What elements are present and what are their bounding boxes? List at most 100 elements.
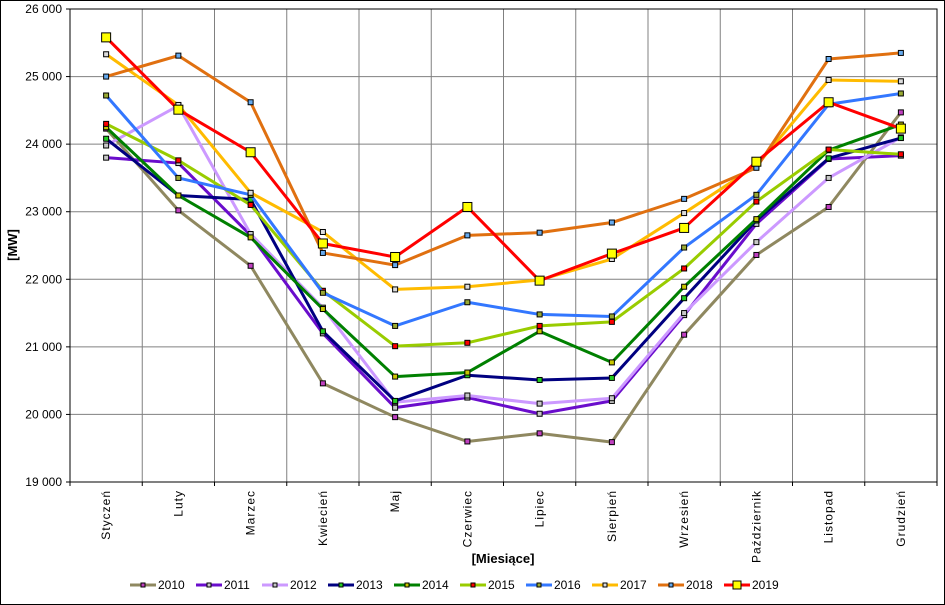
legend-item: 2014 xyxy=(394,578,449,592)
x-tick-label: Marzec xyxy=(244,490,258,535)
legend-item: 2010 xyxy=(130,578,185,592)
y-tick-label: 19 000 xyxy=(25,475,62,489)
series-line xyxy=(105,111,903,444)
data-point xyxy=(319,380,326,387)
x-axis-title: [Miesiące] xyxy=(472,551,535,566)
data-point xyxy=(319,289,326,296)
data-point xyxy=(392,397,399,404)
data-point xyxy=(608,313,615,320)
legend-marker xyxy=(536,582,542,588)
data-point xyxy=(392,414,399,421)
data-point xyxy=(681,210,688,217)
data-point xyxy=(536,376,543,383)
data-point xyxy=(897,49,904,56)
y-tick-label: 20 000 xyxy=(25,407,62,421)
legend-item: 2011 xyxy=(196,578,250,592)
data-point xyxy=(608,219,615,226)
series-line xyxy=(105,123,902,379)
x-tick-label: Grudzień xyxy=(894,490,908,547)
data-point xyxy=(247,189,254,196)
data-point xyxy=(464,369,471,376)
data-point xyxy=(464,438,471,445)
legend-item: 2018 xyxy=(658,578,713,592)
legend-label: 2017 xyxy=(620,578,647,592)
data-point xyxy=(536,410,543,417)
legend-marker xyxy=(732,580,742,590)
y-axis-title: [MW] xyxy=(5,229,20,261)
data-point xyxy=(681,195,688,202)
data-point xyxy=(536,430,543,437)
data-point xyxy=(175,52,182,59)
data-point xyxy=(825,174,832,181)
data-point xyxy=(392,404,399,411)
data-point xyxy=(103,135,110,142)
legend-label: 2010 xyxy=(158,578,185,592)
data-point xyxy=(681,331,688,338)
data-point xyxy=(897,78,904,85)
legend-label: 2016 xyxy=(554,578,581,592)
legend-label: 2019 xyxy=(752,578,779,592)
series-2018 xyxy=(103,49,904,269)
data-point xyxy=(392,286,399,293)
data-point xyxy=(897,109,904,116)
data-point xyxy=(536,328,543,335)
y-tick-label: 24 000 xyxy=(25,137,62,151)
data-point xyxy=(608,374,615,381)
legend-label: 2012 xyxy=(290,578,317,592)
data-point xyxy=(753,251,760,258)
x-tick-label: Wrzesień xyxy=(677,490,691,548)
data-point xyxy=(103,73,110,80)
legend-item: 2015 xyxy=(460,578,515,592)
data-point xyxy=(681,265,688,272)
data-point xyxy=(392,373,399,380)
series-line xyxy=(105,122,901,348)
data-point xyxy=(753,239,760,246)
data-point xyxy=(247,262,254,269)
data-point xyxy=(392,322,399,329)
legend-label: 2018 xyxy=(686,578,713,592)
legend-label: 2011 xyxy=(224,578,250,592)
series-2019 xyxy=(101,32,906,286)
data-point xyxy=(173,104,184,115)
data-point xyxy=(536,400,543,407)
data-point xyxy=(897,135,904,142)
data-point xyxy=(681,295,688,302)
data-point xyxy=(392,343,399,350)
data-point xyxy=(825,76,832,83)
series-group xyxy=(101,32,906,446)
data-point xyxy=(319,228,326,235)
x-tick-label: Sierpień xyxy=(605,490,619,542)
legend-item: 2013 xyxy=(328,578,383,592)
legend-marker xyxy=(272,582,278,588)
data-point xyxy=(825,155,832,162)
data-point xyxy=(606,248,617,259)
series-2010 xyxy=(103,109,904,446)
data-point xyxy=(608,318,615,325)
y-tick-label: 26 000 xyxy=(25,2,62,16)
data-point xyxy=(103,120,110,127)
data-point xyxy=(175,157,182,164)
data-point xyxy=(247,201,254,208)
data-point xyxy=(897,90,904,97)
data-point xyxy=(319,306,326,313)
data-point xyxy=(462,201,473,212)
y-tick-label: 21 000 xyxy=(25,340,62,354)
legend-label: 2015 xyxy=(488,578,515,592)
data-point xyxy=(679,222,690,233)
y-tick-label: 25 000 xyxy=(25,70,62,84)
data-point xyxy=(534,275,545,286)
legend: 2010 2011 2012 2013 2014 2015 2016 2017 2018 2019 xyxy=(130,578,779,592)
data-point xyxy=(536,311,543,318)
data-point xyxy=(319,328,326,335)
x-tick-label: Listopad xyxy=(822,490,836,543)
data-point xyxy=(536,229,543,236)
legend-item: 2012 xyxy=(262,578,317,592)
data-point xyxy=(608,439,615,446)
data-point xyxy=(464,299,471,306)
data-point xyxy=(247,234,254,241)
x-tick-label: Czerwiec xyxy=(460,490,474,547)
legend-item: 2017 xyxy=(592,578,647,592)
data-point xyxy=(175,207,182,214)
legend-marker xyxy=(404,582,410,588)
data-point xyxy=(175,192,182,199)
